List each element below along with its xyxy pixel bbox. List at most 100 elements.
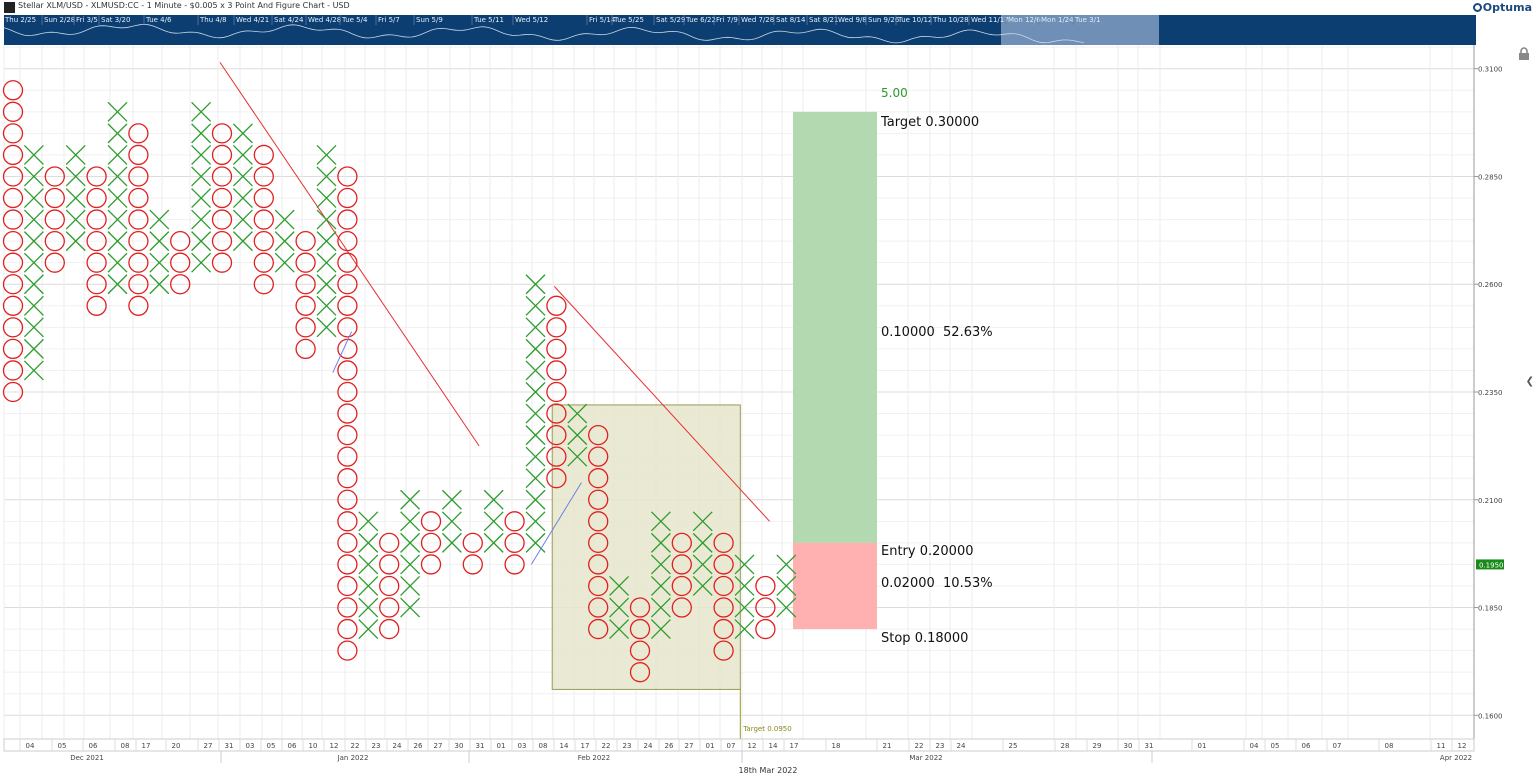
x-box	[107, 188, 128, 208]
x-box	[65, 144, 86, 165]
x-box	[65, 231, 86, 252]
o-box	[713, 554, 734, 575]
o-box	[2, 295, 24, 316]
x-tick-label: 21	[883, 742, 892, 750]
o-box	[86, 209, 107, 230]
x-box	[525, 382, 546, 402]
risk-label: 0.02000 10.53%	[881, 576, 993, 591]
o-box	[44, 187, 65, 209]
o-box	[170, 230, 191, 252]
o-box	[86, 295, 107, 316]
lock-icon[interactable]	[1518, 46, 1530, 65]
target-zone	[793, 111, 877, 543]
x-tick-label: 03	[246, 742, 255, 750]
x-tick-label: 01	[497, 742, 506, 750]
o-box	[713, 618, 734, 640]
x-box	[23, 338, 44, 359]
x-box	[776, 554, 797, 575]
o-box	[253, 187, 274, 209]
timeline-navigator[interactable]: Thu 2/25 Sun 2/28 Fri 3/5 Sat 3/20 Tue 4/6 Th…	[2, 15, 1476, 45]
o-box	[211, 144, 233, 166]
x-tick-label: 17	[142, 742, 151, 750]
x-box	[107, 274, 128, 295]
o-box	[2, 252, 24, 273]
o-box	[2, 274, 24, 295]
x-tick-label: 30	[1124, 742, 1133, 750]
navigator-label: Fri 7/9	[716, 16, 738, 24]
o-box	[546, 295, 567, 316]
navigator-label: Sat 4/24	[274, 16, 304, 24]
guide-line	[332, 331, 353, 373]
x-box	[400, 511, 421, 532]
o-box	[337, 554, 358, 575]
x-tick-label: 28	[1061, 742, 1070, 750]
x-box	[525, 317, 546, 338]
x-box	[650, 576, 671, 596]
x-box	[650, 619, 671, 640]
o-box	[504, 532, 525, 554]
x-box	[441, 511, 462, 532]
x-axis-band	[3, 738, 1475, 752]
o-box	[128, 274, 149, 295]
navigator-label: Mon 1/24	[1041, 16, 1074, 24]
o-box	[546, 446, 567, 467]
o-box	[462, 532, 483, 554]
o-box	[337, 597, 358, 618]
x-box	[567, 425, 588, 446]
navigator-label: Tue 5/25	[613, 16, 644, 24]
navigator-label: Tue 10/12	[897, 16, 932, 24]
pnf-columns	[2, 80, 797, 683]
navigator-label: Tue 5/11	[473, 16, 504, 24]
x-tick-label: 05	[58, 742, 67, 750]
o-box	[2, 230, 24, 252]
x-box	[316, 274, 337, 295]
o-box	[337, 166, 358, 187]
o-box	[295, 295, 316, 316]
o-box	[128, 166, 149, 187]
o-box	[86, 187, 107, 209]
o-box	[253, 166, 274, 187]
o-box	[44, 230, 65, 252]
x-box	[232, 209, 253, 230]
x-box	[525, 446, 546, 467]
navigator-label: Fri 5/7	[378, 16, 400, 24]
o-box	[713, 575, 734, 597]
x-box	[149, 274, 170, 295]
x-tick-label: 31	[1145, 742, 1154, 750]
x-box	[358, 532, 379, 553]
x-box	[23, 360, 44, 381]
o-box	[211, 230, 233, 252]
entry-label-text: Entry	[881, 544, 920, 559]
x-box	[107, 101, 128, 122]
o-box	[2, 338, 24, 360]
navigator-label: Thu 4/8	[199, 16, 227, 24]
o-box	[588, 489, 609, 510]
guide-line	[530, 482, 582, 565]
o-box	[253, 144, 274, 166]
o-box	[504, 511, 525, 532]
stop-label: Stop 0.18000	[881, 631, 968, 646]
o-box	[379, 554, 400, 575]
navigator-label: Fri 3/5	[76, 16, 98, 24]
app-icon[interactable]	[4, 2, 15, 13]
o-box	[671, 575, 692, 597]
risk-reward-ratio: 5.00	[881, 86, 908, 100]
collapse-arrow-icon[interactable]: ❮	[1525, 376, 1534, 387]
x-tick-label: 23	[372, 742, 381, 750]
price-tick-label: 0.3100	[1478, 66, 1503, 74]
x-box	[525, 295, 546, 316]
navigator-overview[interactable]: Thu 2/25 Sun 2/28 Fri 3/5 Sat 3/20 Tue 4/6 Th…	[2, 15, 1476, 45]
navigator-label: Wed 11/17	[971, 16, 1009, 24]
x-box	[65, 209, 86, 230]
o-box	[588, 597, 609, 618]
highlight-rectangle	[551, 404, 741, 690]
x-box	[358, 597, 379, 618]
month-label: Apr 2022	[1440, 754, 1472, 762]
navigator-label: Fri 5/14	[589, 16, 616, 24]
x-tick-label: 31	[225, 742, 234, 750]
x-box	[692, 532, 713, 553]
x-box	[23, 144, 44, 165]
x-box	[358, 576, 379, 596]
x-tick-label: 17	[790, 742, 799, 750]
